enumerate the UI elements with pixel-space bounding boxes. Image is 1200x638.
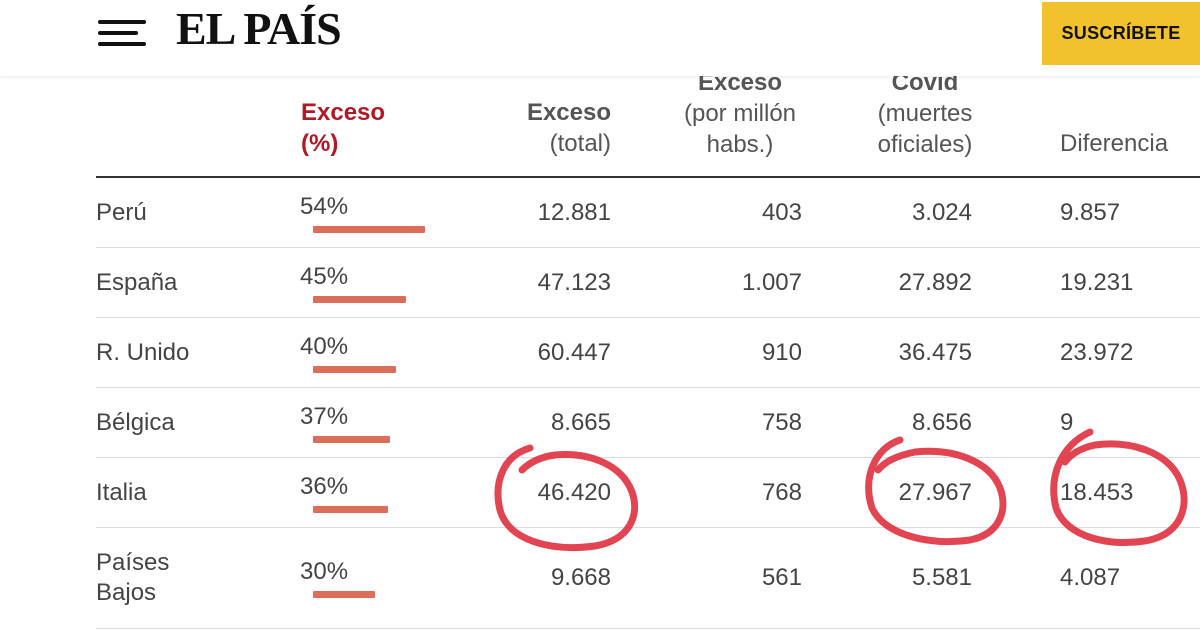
country-cell-line1: Países xyxy=(96,549,170,576)
excess-total-cell: 60.447 xyxy=(537,339,611,366)
difference-cell: 18.453 xyxy=(1060,479,1134,506)
excess-per-million-cell: 561 xyxy=(761,564,802,591)
excess-pct-cell: 40% xyxy=(300,333,349,360)
covid-deaths-cell: 5.581 xyxy=(911,564,972,591)
country-cell: Italia xyxy=(96,479,147,506)
excess-pct-bar xyxy=(313,436,390,443)
excess-per-million-cell: 758 xyxy=(761,409,802,436)
excess-pct-cell: 36% xyxy=(300,473,349,500)
excess-total-cell: 12.881 xyxy=(537,199,611,226)
country-cell: Perú xyxy=(96,199,147,226)
site-logo[interactable]: EL PAÍS xyxy=(176,3,342,54)
excess-pct-bar xyxy=(313,591,375,598)
column-header-covid: Covid (muertes oficiales) xyxy=(877,69,973,158)
row-divider xyxy=(96,317,1200,318)
column-header-exceso-pct: Exceso (%) xyxy=(301,99,386,157)
column-header-exceso-millon: Exceso (por millón habs.) xyxy=(683,69,797,158)
excess-per-million-cell: 403 xyxy=(761,199,802,226)
covid-deaths-cell: 27.892 xyxy=(898,269,972,296)
excess-pct-bar xyxy=(313,506,388,513)
excess-pct-cell: 45% xyxy=(300,263,349,290)
row-divider xyxy=(96,247,1200,248)
column-header-diferencia: Diferencia xyxy=(1060,130,1169,157)
difference-cell: 9.857 xyxy=(1060,199,1121,226)
excess-pct-bar xyxy=(313,366,396,373)
excess-pct-bar xyxy=(313,226,425,233)
excess-total-cell: 46.420 xyxy=(537,479,611,506)
country-cell: Bélgica xyxy=(96,409,175,436)
excess-total-cell: 9.668 xyxy=(550,564,611,591)
table-header-rule xyxy=(96,176,1200,178)
difference-cell: 19.231 xyxy=(1060,269,1134,296)
covid-deaths-cell: 3.024 xyxy=(911,199,972,226)
difference-cell: 9 xyxy=(1060,409,1074,436)
country-cell: España xyxy=(96,269,178,296)
excess-pct-bar xyxy=(313,296,406,303)
excess-per-million-cell: 1.007 xyxy=(741,269,802,296)
difference-cell: 4.087 xyxy=(1060,564,1121,591)
excess-total-cell: 8.665 xyxy=(550,409,611,436)
row-divider xyxy=(96,527,1200,528)
excess-pct-cell: 37% xyxy=(300,403,349,430)
covid-deaths-cell: 36.475 xyxy=(898,339,972,366)
excess-total-cell: 47.123 xyxy=(537,269,611,296)
subscribe-button[interactable]: SUSCRÍBETE xyxy=(1042,2,1200,65)
excess-pct-cell: 30% xyxy=(300,558,349,585)
hamburger-menu-icon[interactable] xyxy=(98,20,146,46)
country-cell-line2: Bajos xyxy=(96,579,157,606)
row-divider xyxy=(96,628,1200,629)
row-divider xyxy=(96,457,1200,458)
excess-pct-cell: 54% xyxy=(300,193,349,220)
difference-cell: 23.972 xyxy=(1060,339,1134,366)
excess-per-million-cell: 910 xyxy=(761,339,802,366)
row-divider xyxy=(96,387,1200,388)
country-cell: R. Unido xyxy=(96,339,190,366)
column-header-exceso-total: Exceso (total) xyxy=(526,99,611,157)
covid-deaths-cell: 8.656 xyxy=(911,409,972,436)
excess-per-million-cell: 768 xyxy=(761,479,802,506)
top-header: EL PAÍS SUSCRÍBETE xyxy=(0,0,1200,76)
covid-deaths-cell: 27.967 xyxy=(898,479,972,506)
